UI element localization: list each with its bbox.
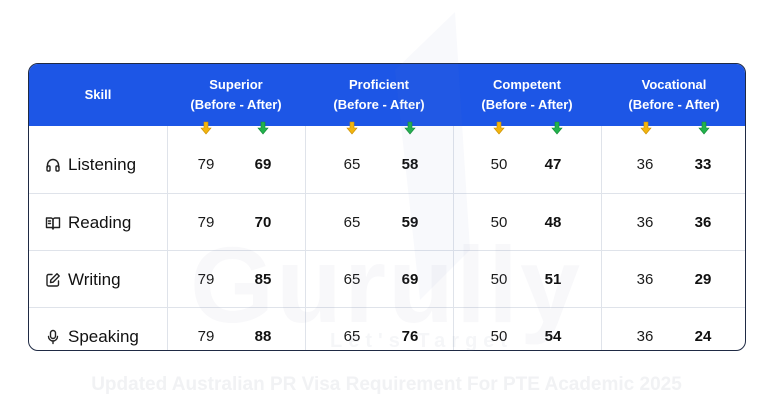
- before-arrow-icon: [493, 121, 505, 135]
- after-arrow-icon: [404, 121, 416, 135]
- table-row-speaking: Speaking 79 88 65 76 50 54 36 24: [29, 307, 745, 350]
- after-value: 47: [544, 156, 562, 173]
- level-sub: (Before - After): [628, 97, 720, 112]
- column-divider: [305, 126, 306, 350]
- before-value: 79: [197, 156, 215, 173]
- table-row-writing: Writing 79 85 65 69 50 51 36 29: [29, 250, 745, 307]
- after-value: 58: [401, 156, 419, 173]
- before-value: 79: [197, 214, 215, 231]
- after-value: 54: [544, 328, 562, 345]
- level-name: Vocational: [641, 77, 707, 92]
- before-value: 50: [490, 271, 508, 288]
- level-name: Superior: [209, 77, 263, 92]
- after-value: 29: [694, 271, 712, 288]
- skill-label: Writing: [68, 269, 121, 289]
- headphones-icon: [46, 158, 60, 172]
- after-value: 69: [401, 271, 419, 288]
- after-value: 33: [694, 156, 712, 173]
- pencil-icon: [46, 272, 60, 287]
- requirements-table: Skill Superior (Before - After) Proficie…: [28, 63, 746, 351]
- after-value: 36: [694, 214, 712, 231]
- header-level-superior: Superior (Before - After): [167, 64, 305, 126]
- table-row-reading: Reading 79 70 65 59 50 48 36 36: [29, 193, 745, 250]
- after-value: 24: [694, 328, 712, 345]
- before-arrow-icon: [346, 121, 358, 135]
- after-value: 76: [401, 328, 419, 345]
- header-skill: Skill: [29, 64, 167, 126]
- before-value: 50: [490, 328, 508, 345]
- book-icon: [45, 216, 61, 230]
- skill-label: Listening: [68, 154, 137, 174]
- skill-label: Reading: [68, 212, 132, 232]
- level-name: Proficient: [349, 77, 409, 92]
- before-value: 65: [343, 214, 361, 231]
- before-value: 79: [197, 271, 215, 288]
- after-value: 51: [544, 271, 562, 288]
- after-value: 88: [254, 328, 272, 345]
- before-value: 50: [490, 214, 508, 231]
- skill-cell: Writing: [45, 251, 121, 308]
- after-value: 69: [254, 156, 272, 173]
- before-value: 65: [343, 156, 361, 173]
- after-arrow-icon: [698, 121, 710, 135]
- before-arrow-icon: [640, 121, 652, 135]
- before-value: 79: [197, 328, 215, 345]
- before-value: 36: [636, 328, 654, 345]
- header-level-proficient: Proficient (Before - After): [305, 64, 453, 126]
- arrow-row: [29, 121, 745, 136]
- before-arrow-icon: [200, 121, 212, 135]
- header-level-competent: Competent (Before - After): [453, 64, 601, 126]
- level-name: Competent: [493, 77, 561, 92]
- before-value: 65: [343, 271, 361, 288]
- column-divider: [601, 126, 602, 350]
- after-value: 59: [401, 214, 419, 231]
- header-skill-label: Skill: [84, 87, 112, 102]
- after-value: 48: [544, 214, 562, 231]
- column-divider: [167, 126, 168, 350]
- after-arrow-icon: [257, 121, 269, 135]
- skill-label: Speaking: [68, 326, 139, 346]
- table-row-listening: Listening 79 69 65 58 50 47 36 33: [29, 136, 745, 193]
- after-value: 85: [254, 271, 272, 288]
- skill-cell: Reading: [45, 194, 131, 251]
- after-arrow-icon: [551, 121, 563, 135]
- level-sub: (Before - After): [333, 97, 425, 112]
- caption: Updated Australian PR Visa Requirement F…: [91, 374, 682, 395]
- table-header: Skill Superior (Before - After) Proficie…: [29, 64, 745, 126]
- skill-cell: Speaking: [45, 308, 139, 350]
- before-value: 36: [636, 214, 654, 231]
- level-sub: (Before - After): [481, 97, 573, 112]
- column-divider: [453, 126, 454, 350]
- after-value: 70: [254, 214, 272, 231]
- before-value: 65: [343, 328, 361, 345]
- header-level-vocational: Vocational (Before - After): [601, 64, 745, 126]
- before-value: 50: [490, 156, 508, 173]
- level-sub: (Before - After): [190, 97, 282, 112]
- before-value: 36: [636, 271, 654, 288]
- before-value: 36: [636, 156, 654, 173]
- skill-cell: Listening: [45, 136, 136, 193]
- microphone-icon: [47, 329, 59, 344]
